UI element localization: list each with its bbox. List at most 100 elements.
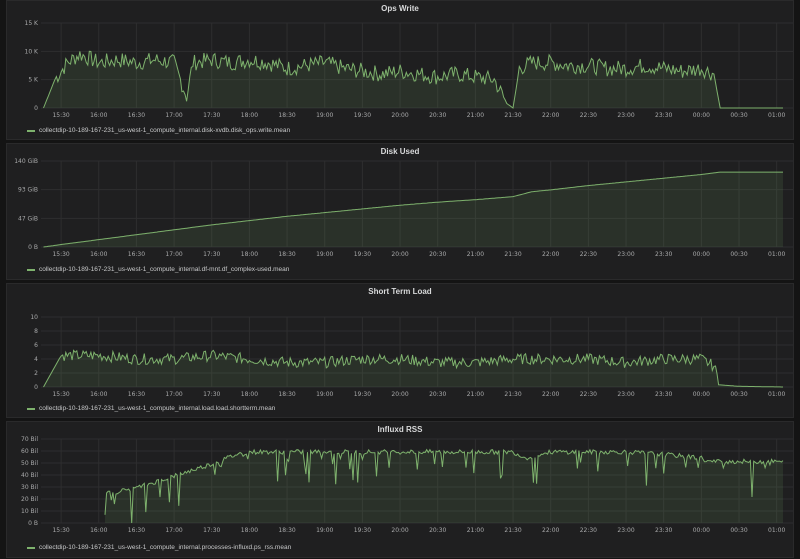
x-tick-label: 15:30 [52, 112, 69, 119]
x-tick-label: 17:00 [165, 251, 182, 258]
x-tick-label: 20:00 [391, 112, 408, 119]
x-tick-label: 23:30 [655, 527, 672, 534]
x-tick-label: 22:30 [580, 251, 597, 258]
chart-title[interactable]: Disk Used [380, 147, 420, 156]
chart-title[interactable]: Short Term Load [368, 287, 432, 296]
chart-panel-1: 0 5 K 10 K 15 K 15:30 16:00 16:30 17:00 17:30 18:… [6, 0, 794, 140]
chart-svg: 0 B 10 Bil 20 Bil 30 Bil 40 Bil 50 Bil 60 Bil 7… [21, 436, 793, 534]
x-tick-label: 01:00 [768, 251, 785, 258]
x-tick-label: 00:00 [693, 527, 710, 534]
x-tick-label: 23:00 [617, 112, 634, 119]
y-tick-label: 0 [34, 384, 38, 391]
legend-item[interactable]: collectdip-10-189-167-231_us-west-1_comp… [27, 127, 290, 134]
series-area [43, 51, 783, 108]
y-tick-label: 0 B [28, 520, 38, 527]
x-tick-label: 21:00 [467, 391, 484, 398]
y-tick-label: 6 [34, 342, 38, 349]
x-tick-label: 19:30 [354, 112, 371, 119]
x-tick-label: 23:00 [617, 527, 634, 534]
x-tick-label: 20:30 [429, 112, 446, 119]
y-tick-label: 40 Bil [21, 472, 38, 479]
x-tick-label: 15:30 [52, 527, 69, 534]
y-tick-label: 15 K [25, 20, 40, 27]
x-tick-label: 22:30 [580, 112, 597, 119]
y-tick-label: 47 GiB [18, 215, 38, 222]
x-tick-label: 17:30 [203, 251, 220, 258]
x-tick-label: 20:00 [391, 391, 408, 398]
chart-panel-4: 0 B 10 Bil 20 Bil 30 Bil 40 Bil 50 Bil 60 Bil 7… [6, 421, 794, 558]
x-tick-label: 17:00 [165, 112, 182, 119]
y-tick-label: 0 [34, 105, 38, 112]
x-tick-label: 00:30 [730, 112, 747, 119]
x-tick-label: 18:00 [241, 112, 258, 119]
x-tick-label: 23:30 [655, 112, 672, 119]
x-tick-label: 16:00 [90, 527, 107, 534]
series-line [43, 50, 783, 109]
x-tick-label: 19:00 [316, 112, 333, 119]
x-tick-label: 01:00 [768, 112, 785, 119]
x-tick-label: 20:00 [391, 251, 408, 258]
x-tick-label: 16:30 [128, 527, 145, 534]
x-tick-label: 22:00 [542, 391, 559, 398]
y-tick-label: 4 [34, 356, 38, 363]
x-tick-label: 20:00 [391, 527, 408, 534]
legend-label: collectdip-10-189-167-231_us-west-1_comp… [39, 544, 292, 551]
series-line [43, 349, 783, 388]
legend-swatch [27, 546, 35, 549]
x-tick-label: 17:30 [203, 391, 220, 398]
legend-label: collectdip-10-189-167-231_us-west-1_comp… [39, 127, 291, 134]
x-tick-label: 00:30 [730, 391, 747, 398]
x-tick-label: 16:00 [90, 391, 107, 398]
legend-item[interactable]: collectdip-10-189-167-231_us-west-1_comp… [27, 405, 275, 412]
x-tick-label: 21:30 [504, 112, 521, 119]
y-tick-label: 10 Bil [21, 508, 38, 515]
y-tick-label: 70 Bil [21, 436, 38, 443]
x-tick-label: 16:00 [90, 251, 107, 258]
y-tick-label: 50 Bil [21, 460, 38, 467]
x-tick-label: 01:00 [768, 527, 785, 534]
x-tick-label: 15:30 [52, 251, 69, 258]
x-tick-label: 16:30 [128, 391, 145, 398]
legend-label: collectdip-10-189-167-231_us-west-1_comp… [39, 266, 290, 273]
chart-svg: 0 2 4 6 8 10 15:30 16:00 16:30 17:00 17:30 18:00 18:… [30, 314, 793, 398]
legend-item[interactable]: collectdip-10-189-167-231_us-west-1_comp… [27, 266, 289, 273]
chart-svg: 0 B 47 GiB 93 GiB 140 GiB 15:30 16:00 16:30 17:… [14, 158, 793, 258]
series-area [105, 449, 783, 523]
x-tick-label: 18:30 [278, 391, 295, 398]
x-tick-label: 22:30 [580, 527, 597, 534]
x-tick-label: 23:00 [617, 391, 634, 398]
x-tick-label: 17:30 [203, 112, 220, 119]
x-tick-label: 21:00 [467, 112, 484, 119]
x-tick-label: 15:30 [52, 391, 69, 398]
x-tick-label: 18:00 [241, 251, 258, 258]
x-tick-label: 21:30 [504, 391, 521, 398]
chart-title[interactable]: Influxd RSS [377, 425, 423, 434]
x-tick-label: 00:00 [693, 391, 710, 398]
y-tick-label: 5 K [28, 77, 39, 84]
x-tick-label: 17:00 [165, 527, 182, 534]
x-tick-label: 22:00 [542, 112, 559, 119]
x-tick-label: 18:30 [278, 112, 295, 119]
x-tick-label: 01:00 [768, 391, 785, 398]
x-tick-label: 18:00 [241, 391, 258, 398]
x-tick-label: 20:30 [429, 527, 446, 534]
chart-title[interactable]: Ops Write [381, 4, 419, 13]
x-tick-label: 16:30 [128, 251, 145, 258]
x-tick-label: 23:30 [655, 251, 672, 258]
x-tick-label: 16:30 [128, 112, 145, 119]
x-tick-label: 20:30 [429, 391, 446, 398]
legend-label: collectdip-10-189-167-231_us-west-1_comp… [39, 405, 276, 412]
series-line [104, 448, 784, 524]
x-tick-label: 21:00 [467, 251, 484, 258]
x-tick-label: 19:30 [354, 391, 371, 398]
legend-item[interactable]: collectdip-10-189-167-231_us-west-1_comp… [27, 544, 291, 551]
x-tick-label: 19:30 [354, 527, 371, 534]
x-tick-label: 00:00 [693, 112, 710, 119]
x-tick-label: 19:00 [316, 391, 333, 398]
y-tick-label: 140 GiB [14, 158, 38, 165]
x-tick-label: 17:00 [165, 391, 182, 398]
x-tick-label: 18:00 [241, 527, 258, 534]
x-tick-label: 22:00 [542, 251, 559, 258]
y-tick-label: 0 B [28, 244, 38, 251]
x-tick-label: 19:00 [316, 251, 333, 258]
